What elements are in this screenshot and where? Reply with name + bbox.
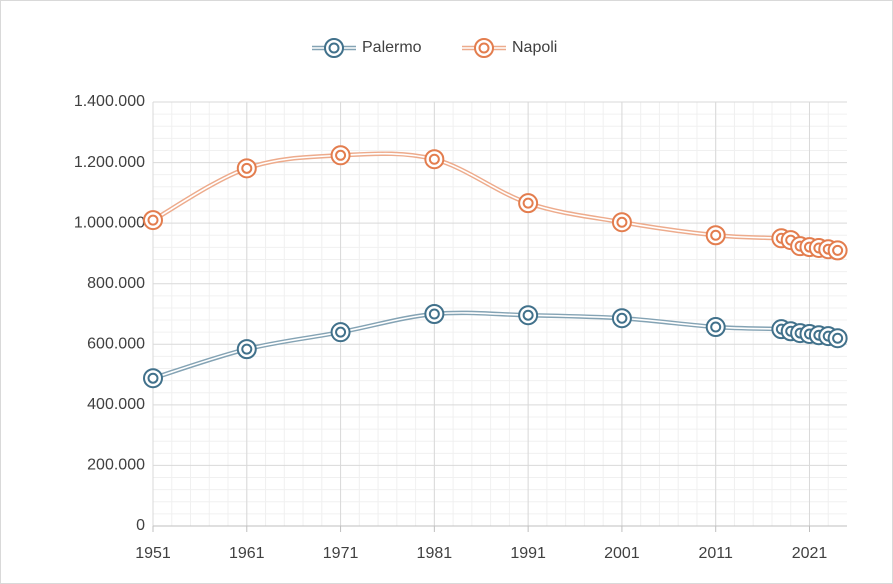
legend-label: Napoli xyxy=(512,39,557,56)
y-tick-label: 600.000 xyxy=(87,336,145,353)
marker-inner xyxy=(616,312,628,324)
marker xyxy=(424,304,445,324)
marker-outer xyxy=(330,145,351,166)
marker xyxy=(705,317,726,338)
marker xyxy=(611,212,632,233)
marker-inner xyxy=(241,343,253,355)
marker-inner xyxy=(241,162,253,174)
marker-inner xyxy=(832,332,844,344)
marker-inner xyxy=(428,308,440,320)
marker-inner xyxy=(147,372,159,384)
marker xyxy=(705,225,726,246)
legend-marker-inner xyxy=(478,42,490,54)
y-tick-label: 800.000 xyxy=(87,275,145,292)
legend-label: Palermo xyxy=(362,39,422,56)
marker xyxy=(236,339,257,360)
marker-inner xyxy=(710,229,722,241)
x-tick-label: 2001 xyxy=(604,545,640,562)
marker-inner xyxy=(522,309,534,321)
marker-outer xyxy=(518,193,539,214)
marker-outer xyxy=(236,339,257,360)
marker-outer xyxy=(143,368,163,389)
y-tick-label: 1.000.000 xyxy=(74,214,145,231)
marker-outer xyxy=(611,308,632,329)
x-tick-label: 1991 xyxy=(510,545,546,562)
marker xyxy=(143,210,163,231)
legend-marker xyxy=(324,38,344,58)
marker-inner xyxy=(616,216,628,228)
marker-outer xyxy=(705,225,726,246)
marker-outer xyxy=(611,212,632,233)
marker-outer xyxy=(330,322,351,343)
marker-outer xyxy=(424,304,445,324)
x-tick-label: 2011 xyxy=(698,545,733,562)
marker-outer xyxy=(424,149,445,170)
marker-inner xyxy=(147,214,159,226)
marker-outer xyxy=(827,240,848,261)
marker xyxy=(518,193,539,214)
marker xyxy=(611,308,632,329)
x-tick-label: 1951 xyxy=(135,545,171,562)
marker xyxy=(827,328,848,349)
marker-inner xyxy=(832,244,844,256)
marker-outer xyxy=(827,328,848,349)
marker xyxy=(424,149,445,170)
marker-inner xyxy=(428,153,440,165)
y-tick-label: 1.400.000 xyxy=(74,93,145,110)
marker-outer xyxy=(236,158,257,179)
marker-outer xyxy=(143,210,163,231)
marker-outer xyxy=(518,305,539,326)
x-tick-label: 1961 xyxy=(229,545,265,562)
marker xyxy=(143,368,163,389)
marker-inner xyxy=(335,149,347,161)
marker-inner xyxy=(335,326,347,338)
x-tick-label: 2021 xyxy=(792,545,828,562)
y-tick-label: 400.000 xyxy=(87,396,145,413)
legend-marker-inner xyxy=(328,42,340,54)
marker xyxy=(330,322,351,343)
x-tick-label: 1971 xyxy=(323,545,359,562)
y-tick-label: 0 xyxy=(136,517,145,534)
marker-inner xyxy=(522,197,534,209)
marker xyxy=(236,158,257,179)
marker-outer xyxy=(705,317,726,338)
legend-marker xyxy=(474,38,494,58)
marker xyxy=(827,240,848,261)
marker xyxy=(518,305,539,326)
marker xyxy=(330,145,351,166)
marker-inner xyxy=(710,321,722,333)
y-tick-label: 200.000 xyxy=(87,457,145,474)
x-tick-label: 1981 xyxy=(417,545,453,562)
y-tick-label: 1.200.000 xyxy=(74,154,145,171)
